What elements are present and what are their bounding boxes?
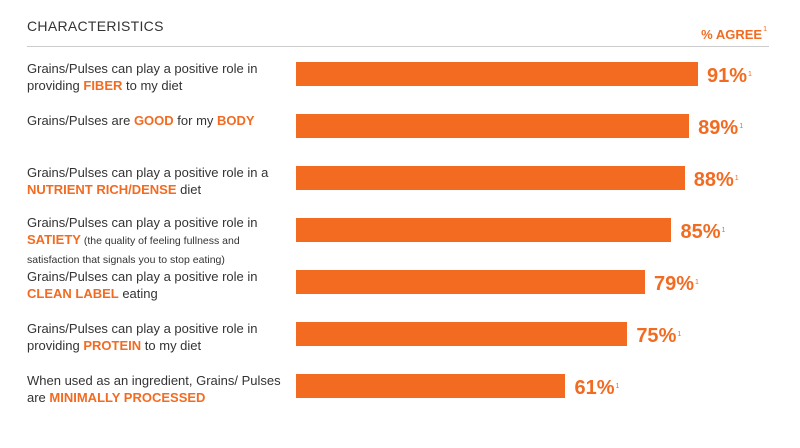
category-text: Grains/Pulses can play a positive role i… [27, 165, 269, 180]
data-label-suffix: % [676, 273, 695, 295]
data-label-value: 61 [574, 377, 597, 399]
data-label: 61%1 [574, 376, 619, 400]
category-highlight: NUTRIENT RICH/DENSE [27, 182, 177, 197]
data-label: 89%1 [698, 116, 743, 140]
category-text: Grains/Pulses are [27, 113, 134, 128]
header-divider [27, 46, 769, 47]
bar [296, 322, 628, 346]
data-label-suffix: % [702, 221, 721, 243]
data-label: 75%1 [636, 324, 681, 348]
category-label: Grains/Pulses can play a positive role i… [27, 268, 292, 302]
category-label: When used as an ingredient, Grains/ Puls… [27, 372, 292, 406]
category-label: Grains/Pulses are GOOD for my BODY [27, 112, 292, 129]
category-text: Grains/Pulses can play a positive role i… [27, 215, 258, 230]
data-label-suffix: % [658, 325, 677, 347]
category-text: for my [173, 113, 218, 128]
category-text: Grains/Pulses can play a positive role i… [27, 321, 258, 353]
bar [296, 374, 566, 398]
category-label: Grains/Pulses can play a positive role i… [27, 214, 292, 269]
data-label-value: 91 [707, 65, 730, 87]
bar [296, 270, 645, 294]
bar [296, 218, 672, 242]
bar [296, 62, 698, 86]
footnote-mark: 1 [721, 227, 726, 234]
category-text: (the quality of feeling fullness and sat… [27, 235, 240, 266]
data-label-value: 75 [636, 325, 659, 347]
footnote-mark: 1 [748, 71, 752, 78]
chart-header-title: CHARACTERISTICS [27, 18, 164, 34]
data-label: 85%1 [680, 220, 725, 244]
data-label-value: 89 [698, 117, 721, 139]
category-highlight: MINIMALLY PROCESSED [49, 390, 206, 405]
data-label: 91%1 [707, 64, 752, 88]
percent-agree-text: % AGREE [701, 27, 763, 42]
footnote-mark: 1 [734, 175, 739, 182]
category-highlight: GOOD [133, 113, 174, 128]
bar [296, 114, 690, 138]
category-label: Grains/Pulses can play a positive role i… [27, 60, 292, 94]
data-label-suffix: % [729, 65, 748, 87]
category-highlight: PROTEIN [83, 338, 142, 353]
category-highlight: SATIETY [27, 232, 81, 247]
percent-agree-label: % AGREE1 [701, 26, 767, 42]
category-text: eating [118, 286, 158, 301]
data-label-value: 88 [693, 169, 716, 191]
category-text: Grains/Pulses can play a positive role i… [27, 61, 258, 93]
bar [296, 166, 685, 190]
data-label-suffix: % [596, 377, 615, 399]
data-label-value: 79 [653, 273, 677, 295]
data-label-suffix: % [715, 169, 734, 191]
data-label-value: 85 [680, 221, 703, 243]
category-label: Grains/Pulses can play a positive role i… [27, 164, 292, 198]
footnote-mark: 1 [695, 279, 699, 286]
footnote-mark: 1 [739, 123, 744, 130]
footnote-mark: 1 [677, 331, 682, 338]
category-text: to my diet [141, 338, 202, 353]
category-text: Grains/Pulses can play a positive role i… [27, 269, 258, 284]
category-highlight: CLEAN LABEL [27, 286, 119, 301]
data-label-suffix: % [720, 117, 739, 139]
footnote-mark: 1 [615, 383, 620, 390]
category-highlight: FIBER [83, 78, 123, 93]
data-label: 79%1 [654, 272, 699, 296]
category-text: When used as an ingredient, Grains/ Puls… [27, 373, 281, 405]
category-text: diet [176, 182, 202, 197]
category-text: to my diet [122, 78, 183, 93]
category-highlight: BODY [217, 113, 255, 128]
footnote-mark: 1 [763, 26, 767, 33]
data-label: 88%1 [694, 168, 739, 192]
category-label: Grains/Pulses can play a positive role i… [27, 320, 292, 354]
